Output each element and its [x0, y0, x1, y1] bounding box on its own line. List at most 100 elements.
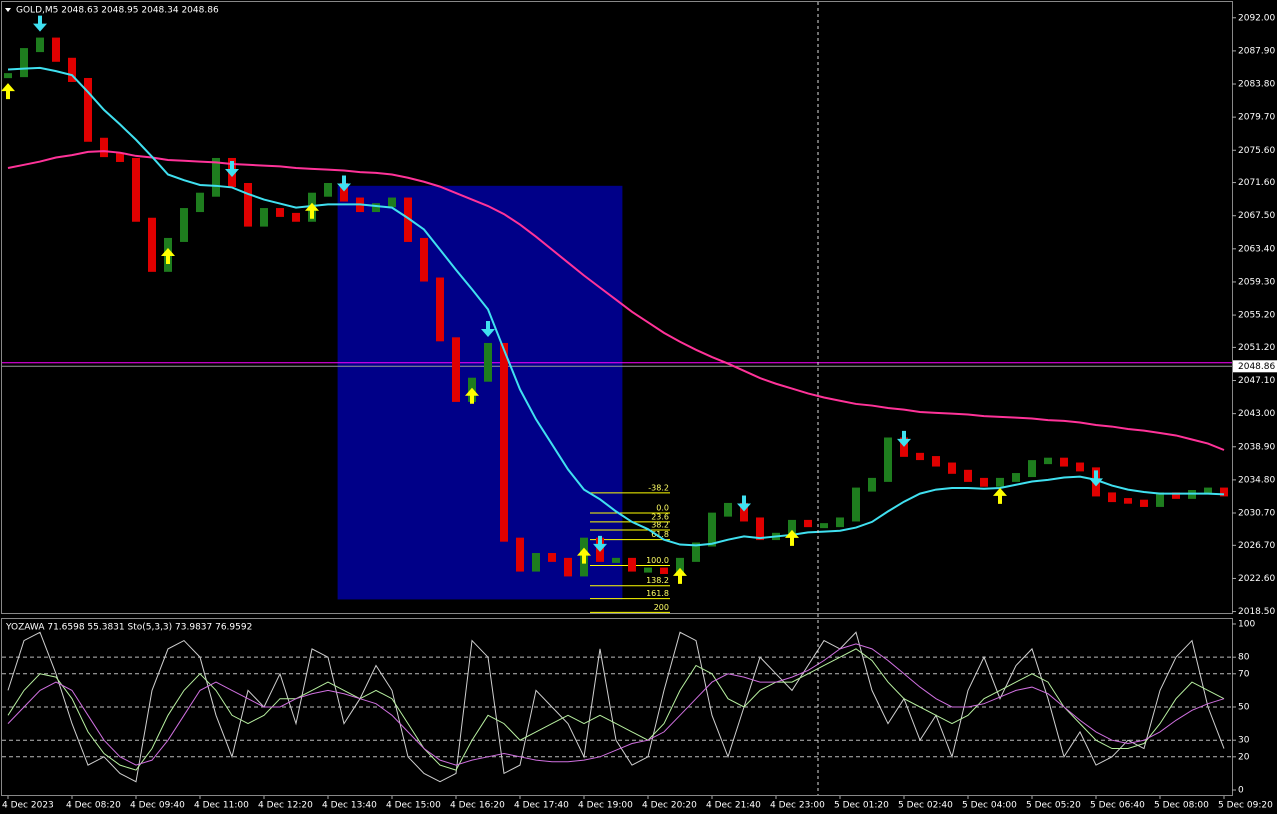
price-bar — [740, 502, 748, 522]
price-bar — [644, 567, 652, 573]
price-bar — [372, 203, 380, 213]
price-bar — [20, 48, 28, 78]
y-tick-label: 2055.20 — [1238, 311, 1275, 321]
y-tick-label: 2038.90 — [1238, 442, 1275, 452]
y-tick-label: 2043.00 — [1238, 409, 1275, 419]
price-bar — [708, 512, 716, 547]
signal-down — [897, 430, 911, 447]
signal-down — [225, 161, 239, 178]
price-bar — [1044, 457, 1052, 465]
y-tick-label: 100 — [1238, 619, 1255, 629]
fib-label: 161.8 — [646, 589, 669, 598]
moving-average — [7, 66, 1225, 547]
zone — [337, 185, 623, 600]
y-tick-label: 20 — [1238, 752, 1250, 762]
price-bar — [660, 567, 668, 574]
price-bar — [36, 37, 44, 53]
x-tick-label: 4 Dec 20:20 — [642, 801, 697, 811]
price-bar — [884, 437, 892, 482]
fib-label: 200 — [654, 603, 669, 612]
signal-up — [465, 387, 479, 404]
y-tick-label: 2071.60 — [1238, 178, 1275, 188]
price-bar — [532, 553, 540, 572]
x-tick-label: 4 Dec 15:00 — [386, 801, 441, 811]
price-bar — [436, 277, 444, 342]
moving-average — [7, 150, 1225, 451]
price-bar — [340, 183, 348, 202]
price-bar — [1204, 487, 1212, 495]
price-bar — [244, 183, 252, 227]
x-tick-label: 5 Dec 09:20 — [1218, 801, 1273, 811]
y-tick-label: 2030.70 — [1238, 509, 1275, 519]
y-tick-label: 2051.20 — [1238, 343, 1275, 353]
last-price-box — [1233, 360, 1277, 373]
menu-triangle — [5, 8, 11, 12]
price-bar — [116, 153, 124, 162]
price-bar — [868, 477, 876, 492]
price-bar — [1108, 492, 1116, 503]
price-bar — [1012, 473, 1020, 482]
x-tick-label: 5 Dec 06:40 — [1090, 801, 1145, 811]
y-tick-label: 2059.30 — [1238, 277, 1275, 287]
price-bar — [292, 212, 300, 222]
signal-up — [1, 83, 15, 100]
price-bar — [1172, 492, 1180, 499]
price-bar — [452, 337, 460, 402]
price-bar — [212, 157, 220, 197]
price-bar — [260, 208, 268, 227]
y-tick-label: 70 — [1238, 669, 1250, 679]
y-tick-label: 2083.80 — [1238, 80, 1275, 90]
fib-label: 61.8 — [651, 530, 669, 539]
price-bar — [996, 477, 1004, 487]
x-tick-label: 5 Dec 02:40 — [898, 801, 953, 811]
price-bar — [148, 217, 156, 272]
price-bar — [420, 237, 428, 282]
chart-header: GOLD,M5 2048.63 2048.95 2048.34 2048.86 — [16, 6, 219, 16]
x-tick-label: 5 Dec 01:20 — [834, 801, 889, 811]
y-tick-label: 0 — [1238, 786, 1244, 796]
main-panel: 2092.00 2087.90 2083.80 2079.70 2075.60 2071.… — [1, 13, 1277, 811]
price-bar — [724, 502, 732, 517]
fib-label: -38.2 — [648, 483, 669, 492]
x-tick-label: 4 Dec 17:40 — [514, 801, 569, 811]
last-price-label: 2048.86 — [1238, 362, 1275, 372]
price-bar — [612, 557, 620, 563]
y-tick-label: 2079.70 — [1238, 113, 1275, 123]
oscillator-header: YOZAWA 71.6598 55.3831 Sto(5,3,3) 73.983… — [5, 623, 252, 633]
x-tick-label: 4 Dec 2023 — [2, 801, 54, 811]
price-bar — [692, 542, 700, 562]
y-tick-label: 2026.70 — [1238, 541, 1275, 551]
price-bar — [548, 553, 556, 562]
y-tick-label: 2063.40 — [1238, 244, 1275, 254]
y-tick-label: 2034.80 — [1238, 475, 1275, 485]
x-tick-label: 5 Dec 05:20 — [1026, 801, 1081, 811]
price-bar — [852, 487, 860, 522]
x-tick-label: 4 Dec 13:40 — [322, 801, 377, 811]
fib-label: 0.0 — [656, 504, 669, 513]
price-bar — [132, 157, 140, 222]
price-bar — [756, 517, 764, 541]
oscillator-panel: 100 80 70 50 30 20 0 — [2, 619, 1255, 796]
oscillator-line — [7, 631, 1225, 783]
y-tick-label: 2047.10 — [1238, 376, 1275, 386]
signal-down — [1089, 470, 1103, 487]
y-tick-label: 30 — [1238, 736, 1250, 746]
fib-label: 138.2 — [646, 576, 669, 585]
y-tick-label: 80 — [1238, 653, 1250, 663]
signal-up — [785, 529, 799, 546]
signal-down — [737, 495, 751, 512]
price-bar — [564, 557, 572, 577]
x-tick-label: 4 Dec 08:20 — [66, 801, 121, 811]
signal-up — [577, 547, 591, 564]
price-bar — [628, 557, 636, 572]
price-bar — [52, 37, 60, 62]
price-bar — [484, 342, 492, 382]
price-bar — [1156, 492, 1164, 507]
signal-down — [33, 15, 47, 32]
price-bar — [836, 517, 844, 528]
price-bar — [276, 208, 284, 217]
signal-up — [305, 202, 319, 219]
price-bar — [324, 183, 332, 197]
